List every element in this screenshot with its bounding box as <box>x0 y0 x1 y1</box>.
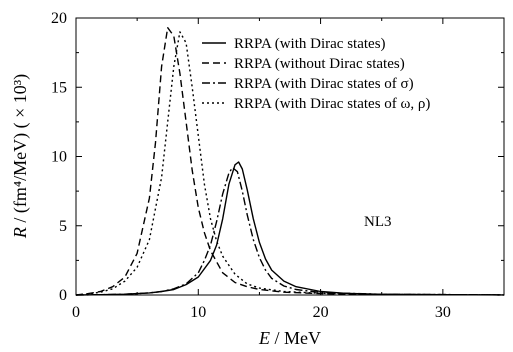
y-axis-label-unit: / (fm⁴/MeV) ( × 10³) <box>10 74 31 227</box>
x-axis-label: E / MeV <box>258 328 321 348</box>
legend: RRPA (with Dirac states) RRPA (without Di… <box>202 36 430 112</box>
x-axis-label-unit: / MeV <box>270 328 321 348</box>
x-tick-label: 0 <box>72 304 80 321</box>
annotation-nl3: NL3 <box>364 214 392 230</box>
series-line-3 <box>75 166 505 296</box>
y-tick-label: 0 <box>59 287 67 304</box>
y-axis-ticks: 0 5 10 15 20 <box>51 10 504 304</box>
y-tick-label: 20 <box>51 10 67 27</box>
y-axis-label: R / (fm⁴/MeV) ( × 10³) <box>10 74 31 239</box>
series-layer <box>75 27 505 296</box>
x-tick-label: 30 <box>435 304 451 321</box>
x-axis-label-symbol: E <box>258 328 270 348</box>
x-tick-label: 10 <box>190 304 206 321</box>
series-line-4 <box>75 31 505 296</box>
legend-label-2: RRPA (without Dirac states) <box>234 56 405 72</box>
legend-label-4: RRPA (with Dirac states of ω, ρ) <box>234 96 430 112</box>
legend-label-3: RRPA (with Dirac states of σ) <box>234 76 414 92</box>
y-axis-label-symbol: R <box>10 227 30 239</box>
y-tick-label: 15 <box>51 79 67 96</box>
x-tick-label: 20 <box>313 304 329 321</box>
y-tick-label: 5 <box>59 218 67 235</box>
legend-label-1: RRPA (with Dirac states) <box>234 36 386 52</box>
y-tick-label: 10 <box>51 149 67 166</box>
series-line-1 <box>75 161 505 296</box>
